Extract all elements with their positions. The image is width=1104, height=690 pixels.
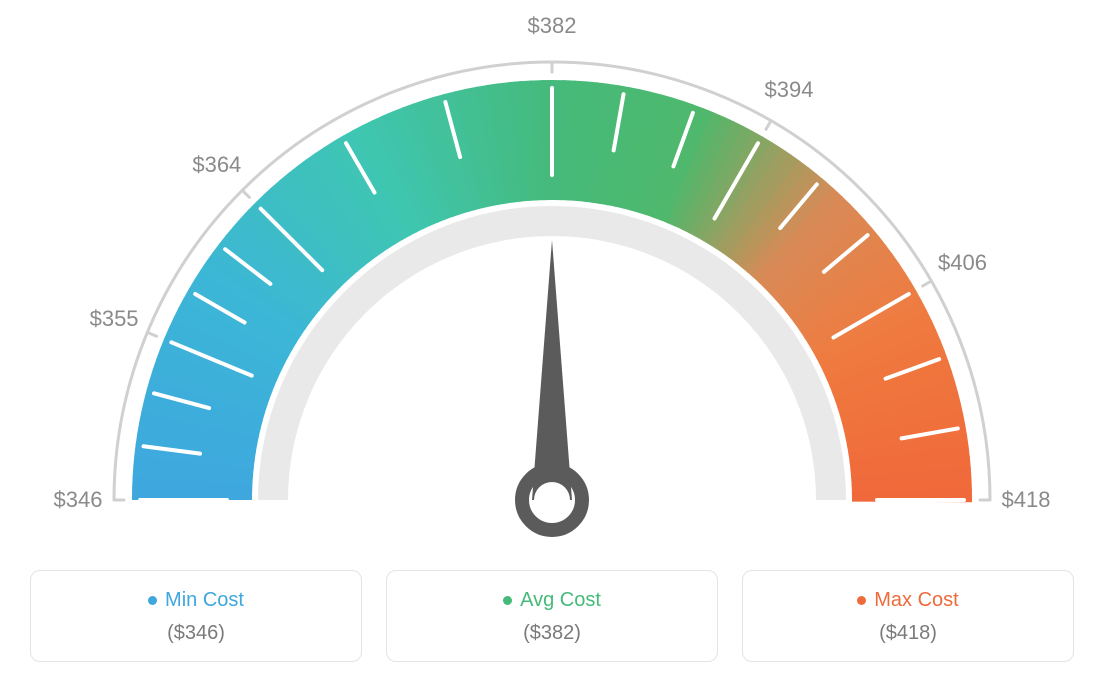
legend-card-max: Max Cost ($418) [742, 570, 1074, 662]
legend-dot-min [148, 596, 157, 605]
legend-card-avg: Avg Cost ($382) [386, 570, 718, 662]
gauge-tick-label: $406 [938, 250, 987, 276]
gauge-svg [0, 0, 1104, 560]
cost-gauge: $346 $355 $364 $382 $394 $406 $418 [0, 0, 1104, 560]
gauge-tick-label: $364 [192, 152, 241, 178]
gauge-tick-label: $382 [528, 13, 577, 39]
legend-label-avg: Avg Cost [520, 589, 601, 612]
legend-value-avg: ($382) [523, 622, 581, 645]
legend-row: Min Cost ($346) Avg Cost ($382) Max Cost… [30, 570, 1074, 662]
legend-value-min: ($346) [167, 622, 225, 645]
legend-title-max: Max Cost [857, 589, 958, 612]
legend-title-avg: Avg Cost [503, 589, 601, 612]
legend-value-max: ($418) [879, 622, 937, 645]
gauge-tick-label: $418 [1002, 487, 1051, 513]
gauge-tick-label: $355 [90, 306, 139, 332]
legend-dot-avg [503, 596, 512, 605]
legend-title-min: Min Cost [148, 589, 244, 612]
legend-label-max: Max Cost [874, 589, 958, 612]
gauge-tick-label: $394 [765, 77, 814, 103]
legend-label-min: Min Cost [165, 589, 244, 612]
gauge-tick-label: $346 [54, 487, 103, 513]
legend-dot-max [857, 596, 866, 605]
legend-card-min: Min Cost ($346) [30, 570, 362, 662]
